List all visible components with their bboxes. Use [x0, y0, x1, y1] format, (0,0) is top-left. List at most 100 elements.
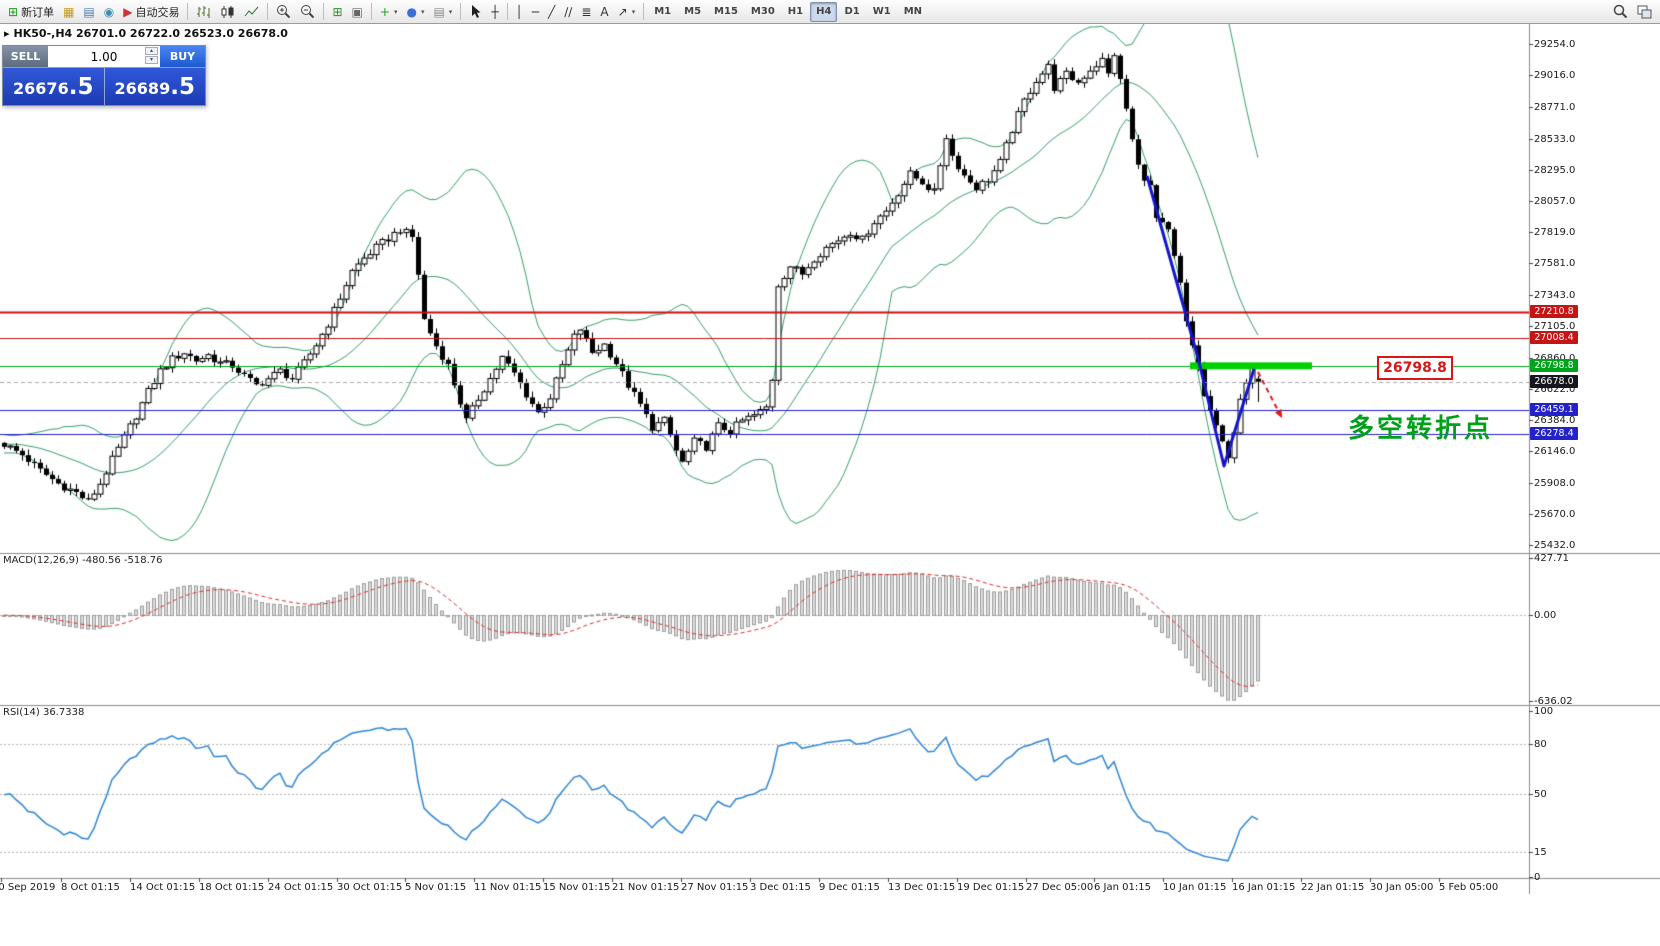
turning-point-annotation[interactable]: 多空转折点 [1348, 414, 1494, 444]
sell-price-button[interactable]: 26676 .5 [3, 68, 105, 105]
timeframe-m1-button[interactable]: M1 [648, 2, 677, 22]
search-button[interactable] [1609, 2, 1632, 22]
date-label: 11 Nov 01:15 [474, 882, 542, 893]
date-label: 21 Nov 01:15 [612, 882, 680, 893]
buy-price-button[interactable]: 26689 .5 [104, 68, 205, 105]
market-watch-button[interactable]: ▤ [79, 2, 98, 22]
arrows-button[interactable]: ↗ ▾ [614, 2, 640, 22]
date-label: 8 Oct 01:15 [61, 882, 120, 893]
window-layout-button[interactable] [1633, 2, 1656, 22]
horizontal-line-button[interactable]: ─ [528, 2, 543, 22]
date-label: 30 Jan 05:00 [1370, 882, 1434, 893]
candlestick-chart-button[interactable] [216, 2, 239, 22]
toolbar-separator [643, 3, 645, 20]
crosshair-button[interactable]: ┼ [487, 2, 502, 22]
bar-chart-button[interactable] [192, 2, 215, 22]
date-label: 10 Jan 01:15 [1163, 882, 1227, 893]
date-label: 30 Oct 01:15 [337, 882, 403, 893]
equidistant-channel-button[interactable]: ∕∕ [560, 2, 576, 22]
new-order-button[interactable]: ⊞ 新订单 [4, 2, 58, 22]
horizontal-line-icon: ─ [531, 4, 540, 19]
chart-window[interactable]: ▸ HK50-,H4 26701.0 26722.0 26523.0 26678… [0, 24, 1660, 946]
macd-indicator-label: MACD(12,26,9) -480.56 -518.76 [3, 555, 163, 566]
timeframe-m5-button[interactable]: M5 [678, 2, 707, 22]
cascade-windows-button[interactable]: ▣ [348, 2, 367, 22]
auto-trading-button[interactable]: ▶ 自动交易 [119, 2, 183, 22]
tile-windows-button[interactable]: ⊞ [328, 2, 346, 22]
macd-axis-label: 0.00 [1534, 610, 1557, 622]
price-axis-label: 27581.0 [1534, 258, 1576, 270]
price-tag-26278.4: 26278.4 [1530, 427, 1578, 441]
volume-decrease-button[interactable]: ▾ [145, 56, 158, 64]
timeframe-m15-button[interactable]: M15 [708, 2, 744, 22]
date-label: 30 Sep 2019 [0, 882, 56, 893]
vertical-line-icon: │ [515, 4, 523, 19]
price-axis-label: 26146.0 [1534, 446, 1576, 458]
toolbar-separator [267, 3, 269, 20]
trendline-button[interactable]: ╱ [544, 2, 559, 22]
windows-icon [1637, 5, 1652, 19]
rsi-axis-label: 0 [1534, 872, 1541, 883]
one-click-trading-panel: SELL ▴ ▾ BUY 26676 .5 26689 .5 [2, 45, 206, 106]
timeframe-h1-button[interactable]: H1 [782, 2, 809, 22]
timeframe-mn-button[interactable]: MN [898, 2, 928, 22]
tick-chart-button[interactable]: ▦ [59, 2, 78, 22]
periods-button[interactable]: ● ▾ [402, 2, 428, 22]
price-axis-label: 28533.0 [1534, 133, 1576, 145]
date-label: 16 Jan 01:15 [1232, 882, 1296, 893]
crosshair-icon: ┼ [491, 4, 499, 19]
buy-price-frac: .5 [170, 74, 195, 100]
templates-button[interactable]: ▤ ▾ [429, 2, 456, 22]
indicators-button[interactable]: + ▾ [376, 2, 402, 22]
dropdown-arrow-icon: ▾ [631, 7, 636, 16]
timeframe-w1-button[interactable]: W1 [867, 2, 897, 22]
price-axis-label: 25670.0 [1534, 508, 1576, 520]
date-label: 9 Dec 01:15 [819, 882, 880, 893]
market-watch-icon: ▤ [83, 4, 95, 19]
date-label: 13 Dec 01:15 [888, 882, 956, 893]
date-label: 18 Oct 01:15 [199, 882, 265, 893]
price-axis-label: 28295.0 [1534, 164, 1576, 176]
dropdown-arrow-icon: ▾ [420, 7, 425, 16]
timeframe-d1-button[interactable]: D1 [838, 2, 865, 22]
fibonacci-button[interactable]: ≣ [577, 2, 595, 22]
line-icon [244, 5, 259, 19]
sell-button[interactable]: SELL [3, 46, 48, 67]
date-label: 5 Nov 01:15 [405, 882, 467, 893]
date-label: 6 Jan 01:15 [1094, 882, 1151, 893]
date-label: 27 Nov 01:15 [681, 882, 749, 893]
volume-input[interactable] [69, 48, 139, 65]
timeframe-m30-button[interactable]: M30 [745, 2, 781, 22]
cursor-icon [469, 4, 482, 19]
volume-increase-button[interactable]: ▴ [145, 47, 158, 55]
date-label: 19 Dec 01:15 [957, 882, 1025, 893]
price-axis[interactable]: 29254.0 29016.0 28771.0 28533.0 28295.0 28057… [1529, 24, 1660, 946]
equidistant-channel-icon: ∕∕ [564, 4, 573, 19]
rsi-axis-label: 100 [1534, 706, 1554, 717]
line-chart-button[interactable] [240, 2, 263, 22]
text-label-button[interactable]: A [596, 2, 612, 22]
sell-price-frac: .5 [68, 74, 94, 100]
price-tag-26678.0: 26678.0 [1530, 374, 1578, 388]
sell-price-main: 26676 [13, 79, 69, 98]
macd-axis-label: 427.71 [1534, 553, 1569, 564]
cursor-button[interactable] [465, 2, 486, 22]
date-label: 27 Dec 05:00 [1026, 882, 1094, 893]
price-axis-label: 27819.0 [1534, 227, 1576, 239]
price-callout-box[interactable]: 26798.8 [1377, 356, 1453, 380]
buy-button[interactable]: BUY [160, 46, 205, 67]
zoom-in-button[interactable] [272, 2, 295, 22]
zoom-out-button[interactable] [296, 2, 319, 22]
price-axis-label: 27105.0 [1534, 320, 1576, 332]
timeframe-h4-button[interactable]: H4 [810, 1, 838, 22]
trendline-icon: ╱ [548, 4, 556, 19]
community-button[interactable]: ◉ [100, 2, 118, 22]
chart-collapse-icon[interactable]: ▸ [4, 27, 10, 40]
vertical-line-button[interactable]: │ [512, 2, 527, 22]
indicators-icon: + [379, 4, 390, 19]
new-order-label: 新订单 [21, 5, 55, 19]
chart-title: ▸ HK50-,H4 26701.0 26722.0 26523.0 26678… [4, 27, 288, 40]
price-chart-canvas[interactable] [0, 24, 1660, 946]
dropdown-arrow-icon: ▾ [448, 7, 453, 16]
